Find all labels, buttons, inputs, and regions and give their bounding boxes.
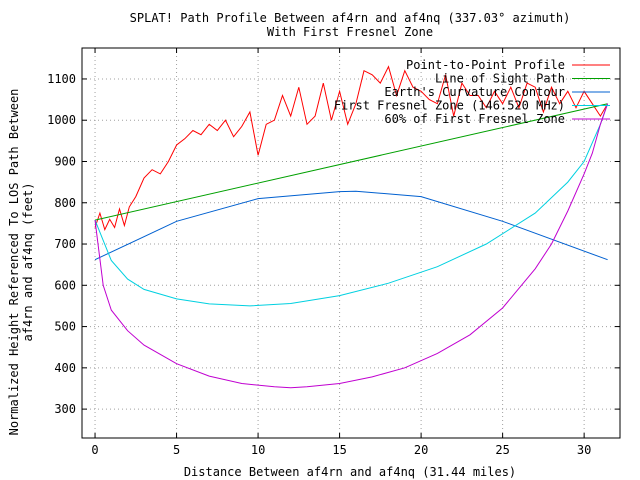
- series-line: [94, 103, 609, 307]
- series-line: [94, 65, 609, 231]
- series-line: [94, 190, 608, 261]
- y-tick-label: 700: [54, 237, 76, 251]
- plot-frame: [81, 47, 621, 439]
- x-tick-label: 5: [173, 443, 180, 457]
- series-line: [94, 103, 608, 221]
- y-tick-label: 600: [54, 278, 76, 292]
- legend-label: Point-to-Point Profile: [406, 58, 565, 72]
- y-tick-label: 900: [54, 154, 76, 168]
- series-lines: [94, 65, 609, 389]
- x-tick-label: 10: [251, 443, 265, 457]
- x-tick-label: 20: [414, 443, 428, 457]
- axis-ticks: 0 5 10 15 20 25 30 300 400 500 600 700 800 900 1000 110…: [47, 48, 620, 457]
- y-tick-label: 800: [54, 196, 76, 210]
- y-tick-label: 300: [54, 402, 76, 416]
- x-tick-label: 0: [91, 443, 98, 457]
- y-tick-label: 500: [54, 320, 76, 334]
- legend-label: 60% of First Fresnel Zone: [384, 112, 565, 126]
- y-tick-label: 1100: [47, 72, 76, 86]
- x-tick-label: 15: [332, 443, 346, 457]
- y-tick-label: 1000: [47, 113, 76, 127]
- series-line: [94, 103, 609, 389]
- chart-subtitle: With First Fresnel Zone: [267, 25, 433, 39]
- y-axis-label-line-1: Normalized Height Referenced To LOS Path…: [7, 89, 21, 436]
- x-tick-label: 30: [577, 443, 591, 457]
- y-axis-label-line-2: af4rn and af4nq (feet): [21, 183, 35, 342]
- x-axis-label: Distance Between af4rn and af4nq (31.44 …: [184, 465, 516, 479]
- legend-label: Earth's Curvature Contour: [384, 85, 565, 99]
- chart-title: SPLAT! Path Profile Between af4rn and af…: [130, 11, 571, 25]
- legend-label: Line of Sight Path: [435, 72, 565, 86]
- x-tick-label: 25: [495, 443, 509, 457]
- legend-label: First Fresnel Zone (146.520 MHz): [334, 99, 565, 113]
- y-tick-label: 400: [54, 361, 76, 375]
- grid-lines: [82, 48, 620, 438]
